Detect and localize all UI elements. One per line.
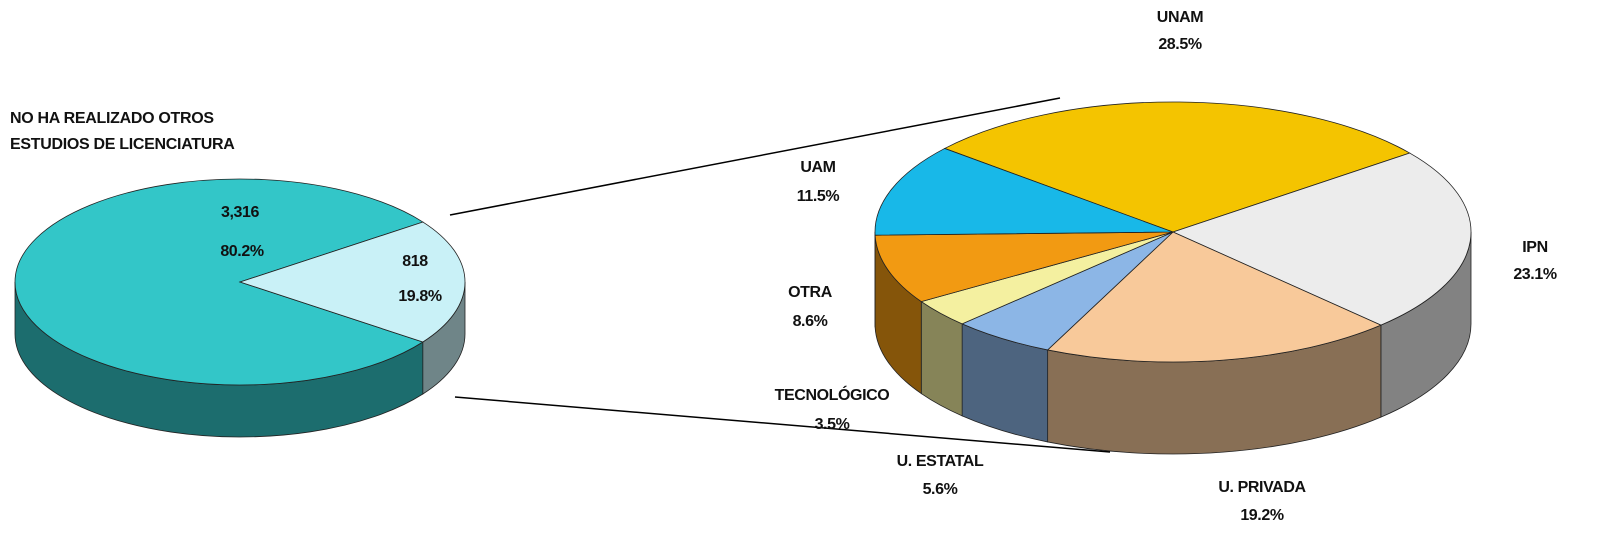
slice bbox=[943, 101, 1411, 233]
sides bbox=[14, 231, 1472, 455]
value-label: 28.5% bbox=[1158, 36, 1202, 53]
slice bbox=[874, 231, 1174, 303]
value-label: 818 bbox=[402, 253, 428, 270]
tops bbox=[14, 101, 1472, 386]
category-label: IPN bbox=[1522, 239, 1547, 256]
labels: 3,316 80.2% 818 19.8% UNAM 28.5% IPN 23.1% U. PR… bbox=[220, 9, 1557, 524]
category-label: NO HA REALIZADO OTROS ESTUDIOS DE LICENC… bbox=[10, 110, 235, 153]
category-label: UNAM bbox=[1157, 9, 1203, 26]
percent-label: 80.2% bbox=[220, 243, 264, 260]
value-label: 11.5% bbox=[797, 188, 840, 205]
slice bbox=[238, 221, 466, 343]
category-label: U. PRIVADA bbox=[1218, 479, 1306, 496]
slice bbox=[1171, 152, 1472, 326]
value-label: 3.5% bbox=[815, 416, 850, 433]
value-label: 3,316 bbox=[221, 204, 260, 221]
category-label: U. ESTATAL bbox=[897, 453, 984, 470]
value-label: 19.2% bbox=[1240, 507, 1284, 524]
value-label: 8.6% bbox=[793, 313, 828, 330]
value-label: 5.6% bbox=[923, 481, 958, 498]
category-label: UAM bbox=[800, 159, 835, 176]
category-label: OTRA bbox=[788, 284, 833, 301]
value-label: 23.1% bbox=[1513, 266, 1557, 283]
slice bbox=[874, 148, 1174, 236]
slice bbox=[14, 178, 424, 386]
slice bbox=[1046, 231, 1382, 363]
category-label: TECNOLÓGICO bbox=[775, 385, 890, 404]
connector bbox=[454, 396, 1111, 453]
percent-label: 19.8% bbox=[398, 288, 442, 305]
connector bbox=[449, 97, 1061, 216]
